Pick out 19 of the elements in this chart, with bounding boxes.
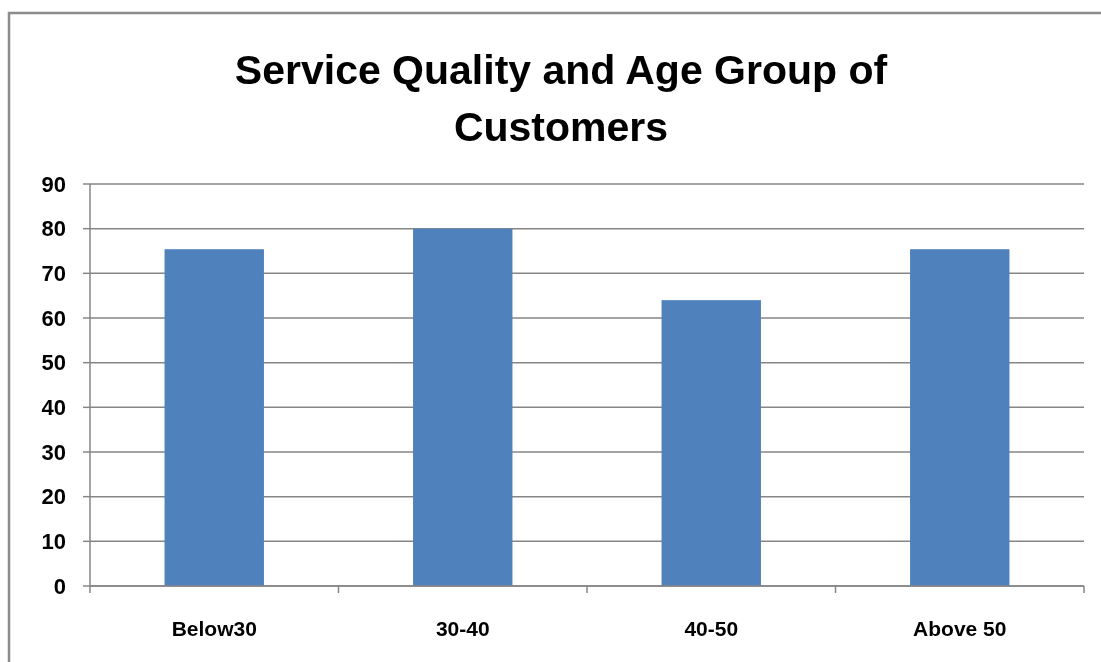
chart-title: Service Quality and Age Group of Customers [234, 47, 888, 150]
y-tick-label: 60 [41, 305, 66, 331]
y-tick-label: 70 [41, 261, 66, 287]
x-tick-label: 40-50 [684, 617, 739, 641]
y-tick-label: 50 [41, 350, 66, 376]
y-tick-label: 10 [41, 529, 66, 555]
y-tick-label: 40 [41, 395, 66, 421]
x-tick-label: Above 50 [913, 617, 1007, 641]
x-tick-label: 30-40 [435, 617, 490, 641]
bar [413, 228, 513, 586]
y-tick-label: 20 [41, 484, 66, 510]
y-tick-label: 30 [41, 439, 66, 465]
x-tick-label: Below30 [171, 617, 257, 641]
y-tick-label: 90 [41, 171, 66, 197]
bar [910, 249, 1010, 586]
y-tick-label: 0 [53, 573, 66, 599]
bar [661, 300, 761, 586]
bar [164, 249, 264, 586]
y-tick-label: 80 [41, 216, 66, 242]
